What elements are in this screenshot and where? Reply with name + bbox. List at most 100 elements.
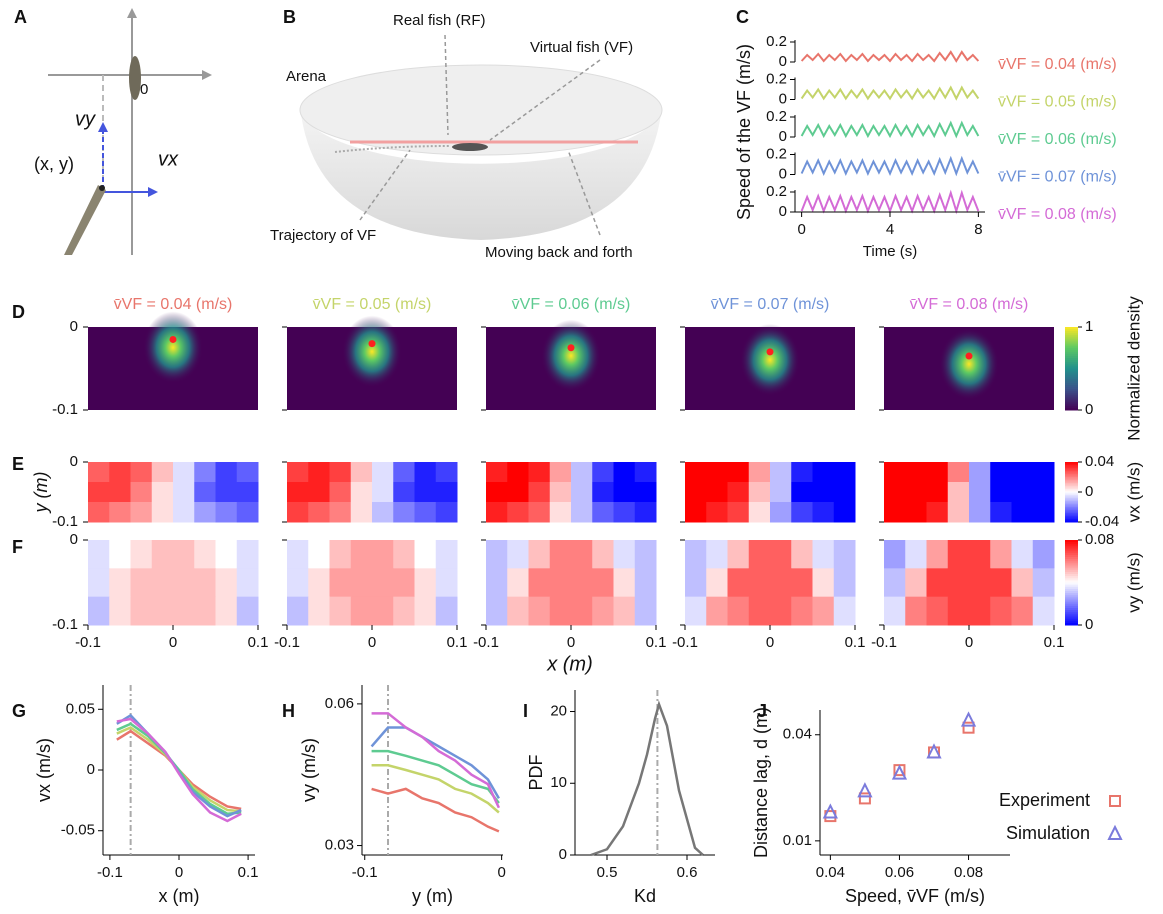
colorbar-segment — [1065, 487, 1078, 490]
colorbar-segment — [1065, 584, 1078, 588]
heatmap-cell — [634, 502, 657, 523]
colorbar-segment — [1065, 610, 1078, 613]
heatmap-cell — [151, 482, 174, 503]
heatmap-cell — [308, 596, 330, 626]
label: vx — [158, 148, 179, 170]
colorbar-segment — [1065, 372, 1078, 376]
marker — [822, 803, 838, 819]
y-tick-label: 10 — [550, 774, 567, 791]
y-tick-label: 0 — [87, 761, 95, 778]
heatmap-cell — [414, 482, 437, 503]
legend-label: v̄VF = 0.08 (m/s) — [998, 206, 1117, 223]
x-tick-label: 0.5 — [597, 864, 618, 881]
heatmap-cell — [706, 568, 728, 598]
colorbar-segment — [1065, 374, 1078, 378]
heatmap-cell — [685, 596, 707, 626]
heatmap-cell — [372, 462, 394, 483]
heatmap-cell — [329, 568, 352, 598]
panel-label: D — [12, 302, 25, 322]
mean-position — [368, 340, 376, 348]
heatmap-cell — [372, 568, 394, 598]
colorbar-segment — [1065, 483, 1078, 485]
y-axis-label: vx (m/s) — [34, 738, 54, 802]
legend-label: Simulation — [1006, 823, 1090, 843]
colorbar-segment — [1065, 519, 1078, 521]
colorbar-segment — [1065, 489, 1078, 491]
heatmap-cell — [884, 502, 906, 523]
heatmap-cell — [812, 482, 835, 503]
heatmap-cell — [130, 502, 153, 523]
heatmap-cell — [130, 540, 153, 569]
legend-label: v̄VF = 0.05 (m/s) — [998, 94, 1117, 111]
heatmap-cell — [748, 540, 771, 569]
legend-label: Experiment — [999, 790, 1090, 810]
colorbar-segment — [1065, 498, 1078, 500]
line — [800, 85, 980, 101]
line — [800, 120, 980, 139]
mean-position — [965, 352, 973, 360]
heatmap-cell — [1011, 540, 1034, 569]
heatmap-cell — [486, 596, 508, 626]
panel-label: F — [12, 537, 23, 557]
colorbar-segment — [1065, 345, 1078, 349]
colorbar-segment — [1065, 358, 1078, 361]
colorbar-segment — [1065, 608, 1078, 611]
x-tick-label: -0.1 — [672, 634, 698, 651]
heatmap-cell — [727, 482, 750, 503]
heatmap-cell — [308, 462, 330, 483]
colorbar-segment — [1065, 331, 1078, 334]
y-tick-label: -0.1 — [52, 401, 78, 418]
marker — [926, 743, 942, 759]
colorbar-segment — [1065, 504, 1078, 506]
heatmap-cell — [969, 568, 991, 598]
y-tick-label: 0.2 — [766, 33, 787, 50]
colorbar-segment — [1065, 501, 1078, 503]
heatmap-cell — [130, 482, 153, 503]
colorbar-segment — [1065, 576, 1078, 579]
y-tick-label: -0.1 — [52, 616, 78, 633]
colorbar-segment — [1065, 380, 1078, 384]
colorbar-segment — [1065, 339, 1078, 343]
heatmap-cell — [329, 540, 352, 569]
heatmap-cell — [236, 482, 259, 503]
x-tick-label: 0.1 — [845, 634, 866, 651]
colorbar-segment — [1065, 554, 1078, 558]
heatmap-cell — [926, 502, 949, 523]
heatmap-cell — [1011, 596, 1034, 626]
heatmap-cell — [727, 596, 750, 626]
heatmap-cell — [884, 568, 906, 598]
colorbar-segment — [1065, 405, 1078, 409]
y-tick-label: 0.01 — [783, 832, 812, 849]
heatmap-cell — [350, 568, 373, 598]
panel-title: v̄VF = 0.04 (m/s) — [114, 296, 233, 313]
heatmap-cell — [706, 540, 728, 569]
x-tick-label: -0.1 — [274, 634, 300, 651]
heatmap-cell — [1032, 596, 1055, 626]
heatmap-cell — [748, 482, 771, 503]
heatmap-cell — [727, 540, 750, 569]
colorbar-segment — [1065, 550, 1078, 554]
heatmap-cell — [812, 502, 835, 523]
heatmap-cell — [372, 596, 394, 626]
y-axis-label: PDF — [526, 754, 546, 790]
colorbar-segment — [1065, 520, 1078, 523]
heatmap-cell — [329, 462, 352, 483]
heatmap-cell — [308, 540, 330, 569]
label: 0 — [140, 81, 148, 98]
heatmap-cell — [528, 462, 551, 483]
heatmap-cell — [969, 502, 991, 523]
heatmap-cell — [435, 482, 458, 503]
heatmap-cell — [350, 596, 373, 626]
y-tick-label: 0 — [779, 165, 787, 182]
mean-position — [169, 335, 177, 343]
heatmap-cell — [173, 568, 195, 598]
colorbar-segment — [1065, 366, 1078, 369]
heatmap-cell — [969, 596, 991, 626]
colorbar-segment — [1065, 582, 1078, 586]
colorbar-tick-label: 0 — [1085, 616, 1093, 633]
legend-label: v̄VF = 0.06 (m/s) — [998, 131, 1117, 148]
heatmap-cell — [173, 482, 195, 503]
heatmap-cell — [350, 462, 373, 483]
colorbar-segment — [1065, 546, 1078, 549]
